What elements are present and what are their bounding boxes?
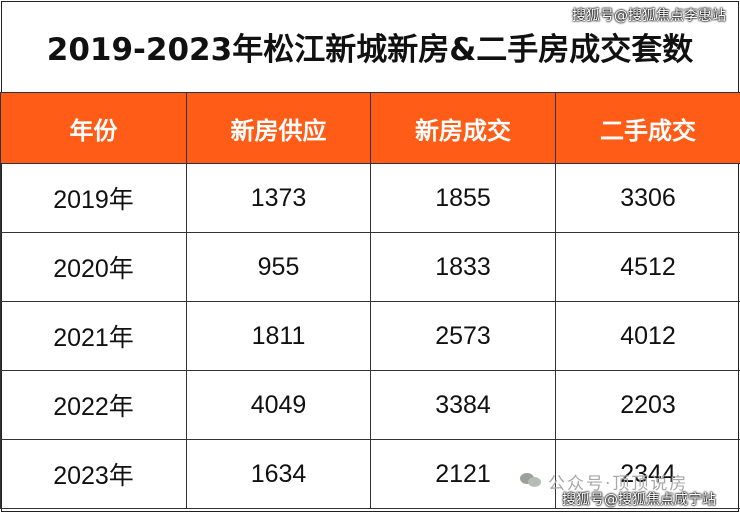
wechat-watermark [520,472,542,488]
table-row: 2022年 4049 3384 2203 [0,370,740,440]
page-title: 2019-2023年松江新城新房&二手房成交套数 [46,31,694,68]
cell-resale-deals: 2203 [555,370,740,440]
cell-year: 2023年 [0,439,187,509]
cell-new-supply: 1373 [186,163,371,233]
header-year: 年份 [0,92,187,164]
cell-resale-deals: 4012 [555,301,740,371]
cell-resale-deals: 4512 [555,232,740,302]
wechat-icon [520,472,542,488]
cell-new-deals: 3384 [370,370,556,440]
table-row: 2019年 1373 1855 3306 [0,163,740,233]
cell-new-deals: 1855 [370,163,556,233]
cell-year: 2020年 [0,232,187,302]
header-new-supply: 新房供应 [186,92,371,164]
watermark-top: 搜狐号@搜狐焦点李惠站 [572,8,726,24]
header-new-deals: 新房成交 [370,92,556,164]
data-table: 年份 新房供应 新房成交 二手成交 2019年 1373 1855 3306 2… [0,92,740,509]
watermark-gzh: 公众号·顶顶说房 [548,474,689,494]
cell-year: 2021年 [0,301,187,371]
cell-year: 2022年 [0,370,187,440]
header-row: 年份 新房供应 新房成交 二手成交 [0,92,740,164]
cell-new-supply: 4049 [186,370,371,440]
cell-year: 2019年 [0,163,187,233]
cell-new-deals: 1833 [370,232,556,302]
cell-new-supply: 1811 [186,301,371,371]
cell-resale-deals: 2344 [555,439,740,509]
watermark-bottom: 搜狐号@搜狐焦点咸宁站 [562,492,716,508]
header-resale-deals: 二手成交 [555,92,740,164]
table-row: 2021年 1811 2573 4012 [0,301,740,371]
cell-new-deals: 2573 [370,301,556,371]
cell-new-supply: 955 [186,232,371,302]
cell-resale-deals: 3306 [555,163,740,233]
cell-new-supply: 1634 [186,439,371,509]
table-row: 2020年 955 1833 4512 [0,232,740,302]
